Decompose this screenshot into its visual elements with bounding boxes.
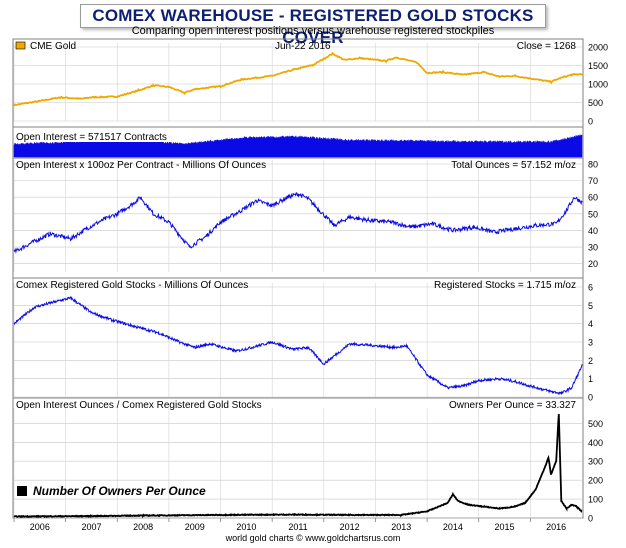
oz-ytick-label: 50	[588, 209, 598, 219]
oz-ytick-labels: 20 30 40 50 60 70 80	[588, 160, 598, 270]
x-tick-label: 2009	[185, 522, 205, 532]
oz-ytick-label: 30	[588, 243, 598, 253]
registered-ytick-label: 4	[588, 319, 593, 329]
panel-owners: Open Interest Ounces / Comex Registered …	[13, 400, 603, 524]
registered-last-label: Registered Stocks = 1.715 m/oz	[434, 280, 576, 291]
x-tick-label: 2012	[340, 522, 360, 532]
footer-credit: world gold charts © www.goldchartsrus.co…	[225, 533, 401, 543]
registered-ytick-label: 6	[588, 283, 593, 293]
registered-ytick-label: 1	[588, 374, 593, 384]
oi-ounces-legend: Open Interest x 100oz Per Contract - Mil…	[16, 160, 266, 171]
x-tick-label: 2015	[495, 522, 515, 532]
panel-registered: Comex Registered Gold Stocks - Millions …	[13, 280, 593, 403]
owners-ytick-label: 100	[588, 495, 603, 505]
x-tick-label: 2006	[30, 522, 50, 532]
price-date-label: Jun-22 2016	[275, 41, 331, 52]
price-ytick-label: 2000	[588, 43, 608, 53]
x-tick-label: 2008	[133, 522, 153, 532]
x-tick-label: 2013	[391, 522, 411, 532]
price-ytick-label: 1500	[588, 61, 608, 71]
registered-gridlines	[13, 283, 582, 398]
oz-gridlines	[13, 160, 582, 272]
registered-ytick-label: 5	[588, 301, 593, 311]
panel-open-interest: Open Interest = 571517 Contracts	[13, 130, 583, 158]
chart-subtitle: Comparing open interest positions versus…	[131, 25, 495, 37]
oz-ytick-label: 60	[588, 193, 598, 203]
owners-last-label: Owners Per Ounce = 33.327	[449, 400, 576, 411]
panel-price: CME Gold Jun-22 2016 Close = 1268 0 500 10…	[13, 41, 608, 127]
price-ytick-label: 0	[588, 117, 593, 127]
oz-ytick-label: 80	[588, 160, 598, 170]
price-ytick-label: 500	[588, 98, 603, 108]
x-axis: 2006 2007 2008 2009 2010 2011 2012 2013 2014 2015…	[13, 518, 566, 532]
panel-oi-ounces: Open Interest x 100oz Per Contract - Mil…	[13, 160, 598, 272]
open-interest-legend: Open Interest = 571517 Contracts	[16, 132, 167, 143]
oz-ytick-label: 40	[588, 226, 598, 236]
registered-ytick-label: 3	[588, 338, 593, 348]
x-tick-label: 2010	[236, 522, 256, 532]
owners-ytick-label: 200	[588, 476, 603, 486]
oi-ounces-line	[13, 191, 583, 254]
registered-line	[13, 296, 583, 396]
price-ytick-label: 1000	[588, 80, 608, 90]
x-tick-label: 2014	[443, 522, 463, 532]
owners-ytick-label: 400	[588, 438, 603, 448]
owners-gridlines	[13, 408, 582, 519]
oz-ytick-label: 20	[588, 259, 598, 269]
owners-ytick-label: 300	[588, 457, 603, 467]
price-ytick-labels: 0 500 1000 1500 2000	[588, 43, 608, 127]
price-gridlines	[13, 43, 582, 122]
owners-line	[13, 413, 583, 519]
gold-legend-marker	[15, 41, 26, 50]
owners-ytick-label: 500	[588, 419, 603, 429]
registered-ytick-label: 2	[588, 356, 593, 366]
price-last-label: Close = 1268	[517, 41, 577, 52]
registered-ytick-label: 0	[588, 393, 593, 403]
owners-series-name: Number Of Owners Per Ounce	[33, 484, 206, 498]
registered-ytick-labels: 0 1 2 3 4 5 6	[588, 283, 593, 403]
owners-legend-marker	[17, 486, 27, 496]
registered-legend: Comex Registered Gold Stocks - Millions …	[16, 280, 248, 291]
owners-ytick-labels: 0 100 200 300 400 500	[588, 419, 603, 524]
oi-ounces-last-label: Total Ounces = 57.152 m/oz	[451, 160, 576, 171]
x-tick-label: 2011	[288, 522, 307, 532]
gold-price-line	[13, 51, 583, 107]
chart-title: COMEX WAREHOUSE - REGISTERED GOLD STOCKS…	[80, 4, 546, 47]
price-legend: CME Gold	[30, 41, 76, 52]
oi-legend-backdrop	[14, 130, 174, 142]
x-tick-label: 2016	[546, 522, 566, 532]
owners-ytick-label: 0	[588, 514, 593, 524]
oz-ytick-label: 70	[588, 176, 598, 186]
x-tick-label: 2007	[81, 522, 101, 532]
owners-legend: Open Interest Ounces / Comex Registered …	[16, 400, 262, 411]
